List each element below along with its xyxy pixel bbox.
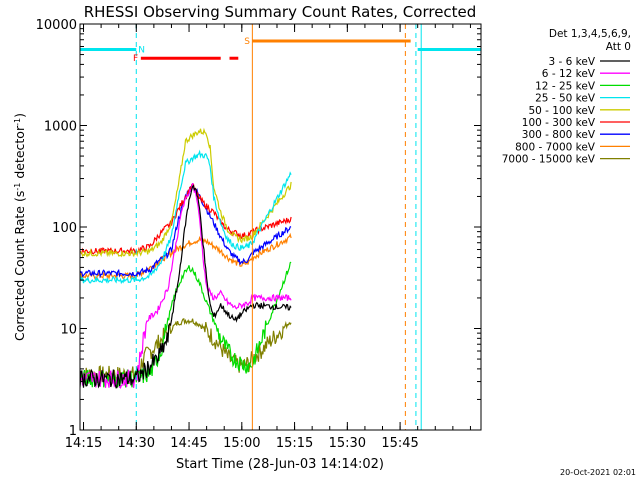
- x-tick-label: 15:15: [276, 436, 313, 451]
- series-line-6: [80, 183, 292, 256]
- legend-label: 300 - 800 keV: [522, 129, 596, 141]
- legend-label: 12 - 25 keV: [535, 80, 596, 92]
- y-tick-label: 10000: [36, 18, 77, 33]
- y-tick-label: 1: [69, 424, 77, 439]
- series-line-8: [80, 232, 292, 281]
- x-tick-label: 14:15: [65, 436, 102, 451]
- legend-label: 6 - 12 keV: [542, 68, 596, 80]
- flag-label-F: F: [133, 54, 138, 64]
- legend-label: 3 - 6 keV: [548, 56, 595, 68]
- series-line-3: [80, 261, 292, 388]
- x-axis-label: Start Time (28-Jun-03 14:14:02): [176, 457, 384, 472]
- x-tick-label: 14:30: [118, 436, 155, 451]
- x-tick-label: 15:30: [329, 436, 366, 451]
- x-tick-label: 15:45: [381, 436, 418, 451]
- legend-label: 800 - 7000 keV: [515, 141, 596, 153]
- series-line-5: [80, 127, 292, 258]
- flag-label-N: N: [138, 46, 145, 56]
- chart-title: RHESSI Observing Summary Count Rates, Co…: [84, 3, 477, 21]
- legend-label: 7000 - 15000 keV: [502, 154, 596, 166]
- flag-label-S: S: [244, 37, 250, 47]
- legend-label: 50 - 100 keV: [528, 105, 595, 117]
- series-line-1: [80, 184, 292, 389]
- ticks: 1 10 100 1000 10000 14:15 14:30 14:45 15:00 15:15…: [36, 18, 481, 451]
- legend-label: 25 - 50 keV: [535, 93, 596, 105]
- plot-area: [80, 24, 422, 430]
- legend-header-attenuator: Att 0: [606, 41, 631, 53]
- y-axis-label: Corrected Count Rate (s-1 detector-1): [12, 113, 27, 341]
- series-line-2: [80, 182, 292, 389]
- orbit-flags: NF S: [80, 37, 481, 64]
- legend-header-detectors: Det 1,3,4,5,6,9,: [549, 28, 631, 40]
- y-tick-label: 100: [52, 221, 77, 236]
- y-tick-label: 10: [60, 323, 77, 338]
- legend-label: 100 - 300 keV: [522, 117, 596, 129]
- x-tick-label: 15:00: [223, 436, 260, 451]
- x-tick-label: 14:45: [170, 436, 207, 451]
- series-group: [80, 24, 422, 430]
- footer-timestamp: 20-Oct-2021 02:01: [560, 468, 636, 477]
- series-line-4: [80, 149, 292, 285]
- y-tick-label: 1000: [44, 120, 77, 135]
